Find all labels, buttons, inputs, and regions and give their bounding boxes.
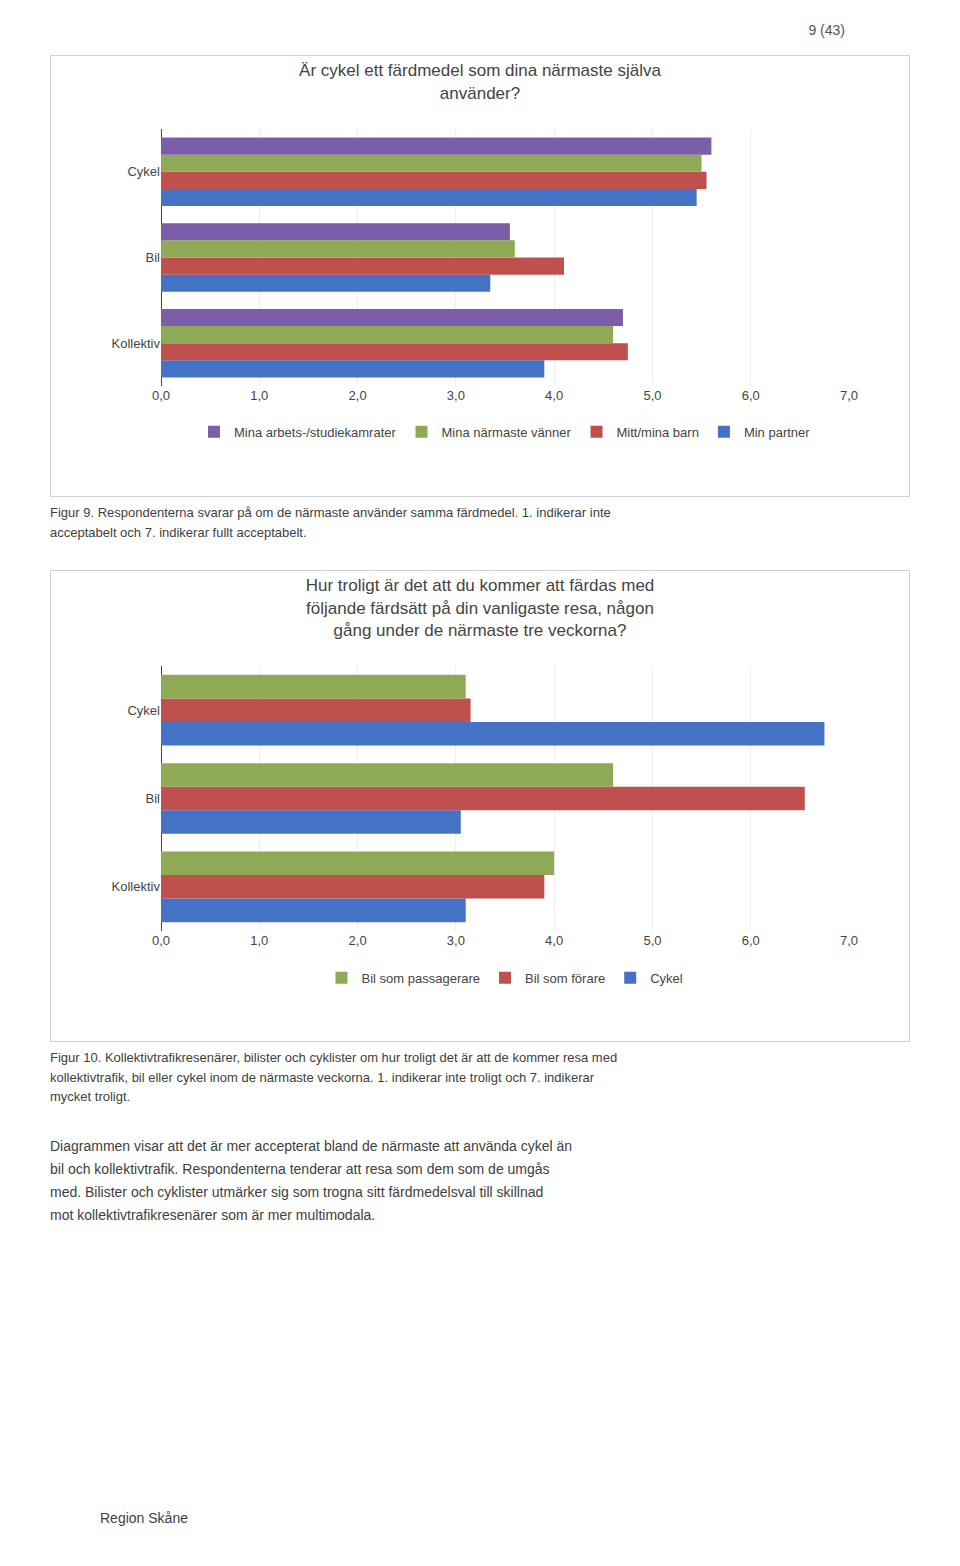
svg-text:1,0: 1,0: [250, 933, 268, 948]
svg-text:7,0: 7,0: [840, 388, 858, 403]
html-text:Diagrammen visar att det är me: Diagrammen visar att det är mer accepter…: [50, 1137, 573, 1223]
svg-text:Bil: Bil: [146, 250, 161, 265]
svg-text:4,0: 4,0: [545, 388, 563, 403]
svg-text:3,0: 3,0: [447, 933, 465, 948]
svg-text:Bil som förare: Bil som förare: [525, 971, 605, 986]
svg-text:Mina närmaste vänner: Mina närmaste vänner: [442, 425, 572, 440]
svg-text:3,0: 3,0: [447, 388, 465, 403]
svg-text:Kollektiv: Kollektiv: [112, 879, 161, 894]
svg-text:0,0: 0,0: [152, 388, 170, 403]
svg-text:5,0: 5,0: [643, 933, 661, 948]
svg-text:4,0: 4,0: [545, 933, 563, 948]
svg-text:Cykel: Cykel: [650, 971, 683, 986]
svg-text:2,0: 2,0: [349, 388, 367, 403]
svg-text:6,0: 6,0: [742, 388, 760, 403]
svg-text:5,0: 5,0: [643, 388, 661, 403]
html-text:9 (43): 9 (43): [808, 22, 845, 38]
html-text:Figur 10. Kollektivtrafikresen: Figur 10. Kollektivtrafikresenärer, bili…: [50, 1050, 618, 1104]
svg-text:1,0: 1,0: [250, 388, 268, 403]
html-text:Region Skåne: Region Skåne: [100, 1510, 188, 1526]
svg-text:Hur troligt är det att du komm: Hur troligt är det att du kommer att fär…: [306, 576, 655, 639]
svg-text:2,0: 2,0: [349, 933, 367, 948]
svg-text:Kollektiv: Kollektiv: [112, 336, 161, 351]
svg-text:Är cykel ett färdmedel som din: Är cykel ett färdmedel som dina närmaste…: [299, 61, 661, 102]
svg-text:Mitt/mina barn: Mitt/mina barn: [617, 425, 699, 440]
svg-text:Cykel: Cykel: [127, 703, 160, 718]
svg-text:Bil: Bil: [146, 791, 161, 806]
html-text:Figur 9. Respondenterna svarar: Figur 9. Respondenterna svarar på om de …: [50, 505, 611, 540]
svg-text:7,0: 7,0: [840, 933, 858, 948]
svg-text:0,0: 0,0: [152, 933, 170, 948]
svg-text:Cykel: Cykel: [127, 164, 160, 179]
svg-text:Min partner: Min partner: [744, 425, 810, 440]
svg-text:Mina arbets-/studiekamrater: Mina arbets-/studiekamrater: [234, 425, 397, 440]
svg-text:Bil som passagerare: Bil som passagerare: [362, 971, 481, 986]
svg-text:6,0: 6,0: [742, 933, 760, 948]
